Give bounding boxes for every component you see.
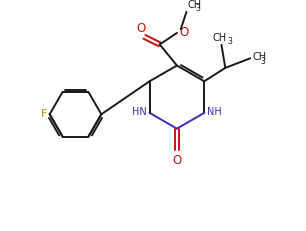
Text: O: O: [136, 22, 145, 35]
Text: O: O: [180, 25, 189, 39]
Text: 3: 3: [261, 57, 266, 66]
Text: NH: NH: [207, 107, 222, 117]
Text: CH: CH: [188, 0, 202, 10]
Text: 3: 3: [195, 4, 200, 13]
Text: F: F: [40, 109, 47, 119]
Text: CH: CH: [212, 33, 227, 43]
Text: 3: 3: [227, 37, 232, 46]
Text: O: O: [172, 154, 181, 167]
Text: CH: CH: [252, 52, 266, 62]
Text: HN: HN: [132, 107, 147, 117]
